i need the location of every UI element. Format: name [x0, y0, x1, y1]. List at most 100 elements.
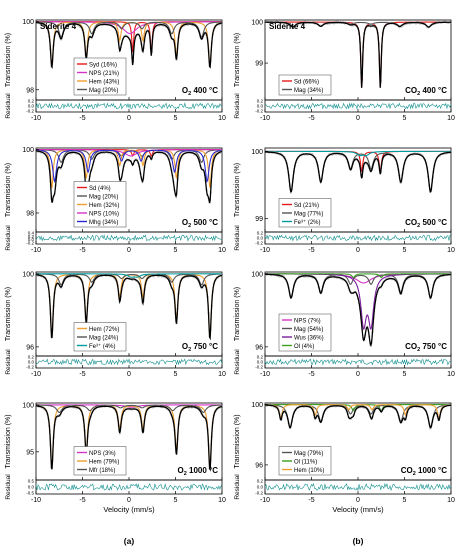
y-axis-label: Transmission (%)	[5, 287, 12, 341]
chart-panel-b-2: 100 99 0.20.0-0.2-10 -5 0 5 10 Transmission (%)…	[234, 147, 455, 254]
residual-tick-label: 0.2	[257, 479, 264, 484]
residual-tick-label: 0.4	[28, 231, 35, 236]
x-tick-label: -10	[260, 497, 270, 504]
y-tick-label: 96	[255, 462, 263, 469]
condition-label: O2 400 °C	[182, 86, 218, 97]
chart-panel-b-3: 100 96 0.20.0-0.2-10 -5 0 5 10 Transmission (%)…	[234, 271, 455, 378]
residual-line	[35, 483, 223, 491]
residual-tick-label: -0.2	[26, 109, 34, 114]
chart-panel-b-1: 100 99 0.20.0-0.2-10 -5 0 5 10 Transmission (%)…	[234, 20, 455, 122]
legend-entry: Mag (24%)	[89, 335, 118, 341]
total-fit-line	[35, 21, 223, 70]
legend-entry: Fe³⁺ (4%)	[89, 343, 116, 350]
legend-entry: Sd (66%)	[294, 79, 319, 85]
residual-axis-label: Residual	[5, 349, 12, 375]
x-tick-label: -10	[31, 371, 41, 378]
residual-tick-label: 0.0	[28, 237, 35, 242]
residual-tick-label: 0.2	[28, 99, 35, 104]
y-axis-label: Transmission (%)	[5, 414, 12, 468]
residual-line	[35, 102, 223, 110]
residual-tick-label: 0.2	[28, 234, 35, 239]
legend-entry: Mag (20%)	[89, 194, 118, 200]
legend-entry: Hem (79%)	[89, 459, 119, 465]
legend: Sd (66%) Mag (34%)	[278, 74, 332, 96]
panel-label-a: (a)	[124, 536, 135, 546]
condition-label: O2 750 °C	[182, 342, 218, 353]
sample-title: Siderite 4	[269, 22, 306, 31]
legend-entry: Hem (32%)	[89, 203, 119, 209]
x-tick-label: 0	[356, 115, 360, 122]
x-tick-label: 0	[127, 497, 131, 504]
legend: Sd (21%) Mag (77%) Fe³⁺ (2%)	[278, 198, 332, 228]
y-axis-label: Transmission (%)	[234, 287, 241, 341]
legend-entry: NPS (10%)	[89, 211, 119, 217]
x-tick-label: 0	[356, 247, 360, 254]
y-tick-label: 100	[22, 402, 34, 409]
x-tick-label: -5	[308, 115, 314, 122]
y-axis-label: Transmission (%)	[234, 163, 241, 217]
condition-label: CO2 750 °C	[405, 342, 447, 353]
x-tick-label: -10	[260, 115, 270, 122]
y-tick-label: 100	[22, 147, 34, 154]
residual-tick-label: -0.2	[255, 109, 263, 114]
x-tick-label: 10	[447, 371, 455, 378]
x-tick-label: 0	[127, 371, 131, 378]
y-axis-label: Transmission (%)	[5, 163, 12, 217]
y-tick-label: 96	[26, 344, 34, 351]
x-tick-label: -5	[79, 247, 85, 254]
residual-tick-label: 0.0	[257, 236, 264, 241]
y-tick-label: 100	[251, 149, 263, 156]
total-fit-line	[35, 274, 223, 341]
x-tick-label: 5	[403, 497, 407, 504]
chart-panel-a-4: 100 95 0.50.0-0.5-10 -5 0 5 10 Transmission (%)…	[5, 402, 226, 514]
x-tick-label: -5	[308, 497, 314, 504]
condition-label: O2 500 °C	[182, 218, 218, 229]
legend-entry: Wus (36%)	[294, 335, 324, 341]
x-tick-label: 5	[403, 115, 407, 122]
legend-entry: Syd (16%)	[89, 62, 117, 68]
residual-tick-label: -0.2	[255, 241, 263, 246]
legend-entry: Hem (10%)	[294, 468, 324, 474]
condition-label: O2 1000 °C	[177, 466, 218, 477]
total-fit-line	[265, 21, 451, 88]
legend-entry: Mag (34%)	[294, 88, 323, 94]
residual-tick-label: 0.2	[257, 231, 264, 236]
residual-tick-label: -0.2	[255, 491, 263, 496]
legend-entry: Mag (20%)	[89, 88, 118, 94]
x-tick-label: 10	[218, 247, 226, 254]
y-tick-label: 100	[22, 19, 34, 26]
x-tick-label: 5	[403, 371, 407, 378]
x-tick-label: -10	[260, 247, 270, 254]
legend-entry: NPS (7%)	[294, 318, 321, 324]
chart-panel-a-2: 100 98 0.40.20.0-0.2-10 -5 0 5 10 Transmission …	[5, 147, 226, 254]
subspectrum-0	[36, 404, 222, 408]
residual-tick-label: -0.2	[26, 365, 34, 370]
panel-label-b: (b)	[353, 536, 364, 546]
legend: NPS (7%) Mag (54%) Wus (36%) Ol (4%)	[278, 313, 332, 352]
y-tick-label: 100	[22, 271, 34, 278]
x-tick-label: -5	[79, 115, 85, 122]
residual-tick-label: 0.5	[28, 479, 35, 484]
subspectrum-1	[35, 405, 223, 469]
condition-label: CO2 1000 °C	[401, 466, 448, 477]
legend-entry: Sd (4%)	[89, 186, 111, 192]
legend-entry: Ol (11%)	[294, 459, 317, 465]
x-tick-label: 5	[174, 497, 178, 504]
residual-tick-label: -0.2	[26, 241, 34, 246]
x-tick-label: 0	[356, 371, 360, 378]
x-tick-label: 10	[218, 371, 226, 378]
x-tick-label: 5	[174, 247, 178, 254]
x-tick-label: 10	[447, 115, 455, 122]
x-tick-label: 0	[127, 115, 131, 122]
x-tick-label: 5	[174, 371, 178, 378]
residual-line	[264, 102, 452, 110]
x-tick-label: -10	[31, 247, 41, 254]
legend-entry: Sd (21%)	[294, 203, 319, 209]
x-tick-label: -10	[31, 497, 41, 504]
chart-panel-a-1: 100 98 0.20.0-0.2-10 -5 0 5 10 Transmission (%)…	[5, 19, 226, 122]
y-tick-label: 100	[251, 402, 263, 409]
y-tick-label: 96	[255, 344, 263, 351]
subspectrum-3	[36, 149, 222, 157]
y-tick-label: 100	[251, 20, 263, 27]
total-fit-line	[264, 151, 452, 193]
